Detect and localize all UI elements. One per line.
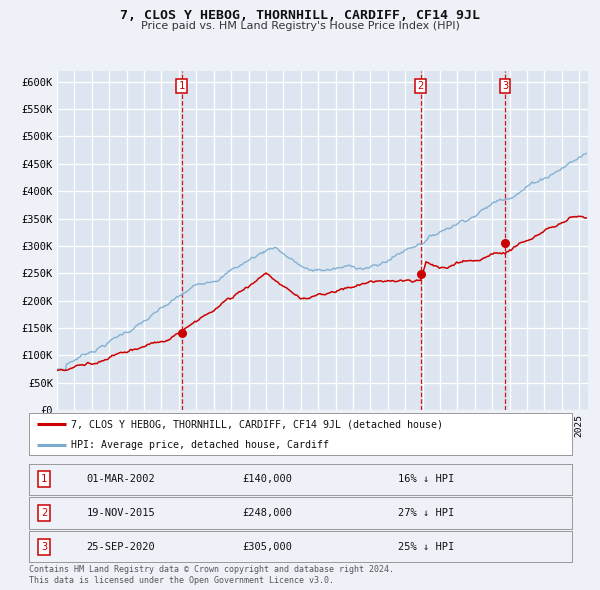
Text: 25% ↓ HPI: 25% ↓ HPI — [398, 542, 454, 552]
Text: 01-MAR-2002: 01-MAR-2002 — [87, 474, 155, 484]
Text: 25-SEP-2020: 25-SEP-2020 — [87, 542, 155, 552]
Text: Contains HM Land Registry data © Crown copyright and database right 2024.
This d: Contains HM Land Registry data © Crown c… — [29, 565, 394, 585]
Text: 7, CLOS Y HEBOG, THORNHILL, CARDIFF, CF14 9JL (detached house): 7, CLOS Y HEBOG, THORNHILL, CARDIFF, CF1… — [71, 419, 443, 429]
Text: 2: 2 — [418, 81, 424, 91]
Text: 16% ↓ HPI: 16% ↓ HPI — [398, 474, 454, 484]
Text: 7, CLOS Y HEBOG, THORNHILL, CARDIFF, CF14 9JL: 7, CLOS Y HEBOG, THORNHILL, CARDIFF, CF1… — [120, 9, 480, 22]
Text: 3: 3 — [41, 542, 47, 552]
Text: 1: 1 — [179, 81, 185, 91]
Text: 27% ↓ HPI: 27% ↓ HPI — [398, 508, 454, 518]
Text: £140,000: £140,000 — [243, 474, 293, 484]
Text: Price paid vs. HM Land Registry's House Price Index (HPI): Price paid vs. HM Land Registry's House … — [140, 21, 460, 31]
Text: £305,000: £305,000 — [243, 542, 293, 552]
Text: £248,000: £248,000 — [243, 508, 293, 518]
Text: HPI: Average price, detached house, Cardiff: HPI: Average price, detached house, Card… — [71, 440, 329, 450]
Text: 3: 3 — [502, 81, 508, 91]
Text: 1: 1 — [41, 474, 47, 484]
Text: 19-NOV-2015: 19-NOV-2015 — [87, 508, 155, 518]
Text: 2: 2 — [41, 508, 47, 518]
